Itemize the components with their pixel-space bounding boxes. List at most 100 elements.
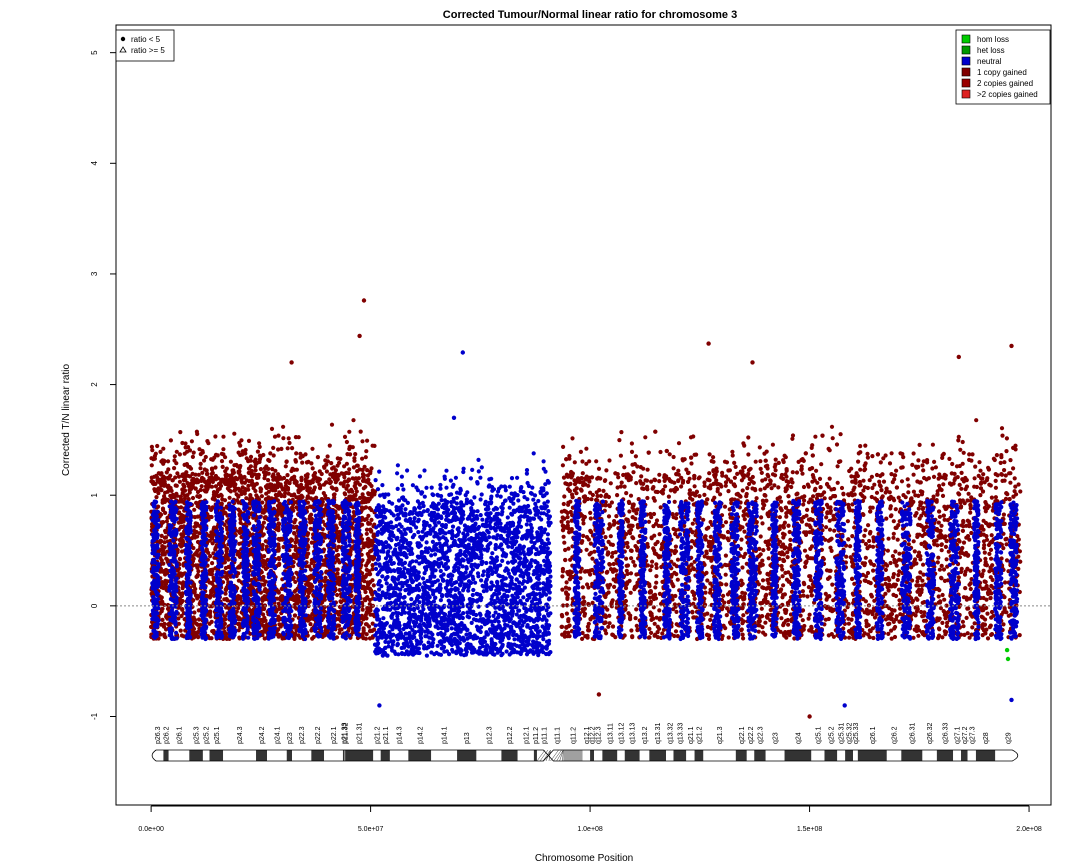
- data-point: [334, 475, 339, 480]
- data-point: [360, 456, 365, 461]
- data-point: [373, 623, 378, 628]
- data-point: [412, 506, 417, 511]
- data-point: [352, 458, 357, 463]
- data-point: [283, 464, 288, 469]
- data-point: [188, 466, 194, 471]
- data-point: [439, 494, 444, 499]
- data-point: [195, 494, 200, 499]
- data-point: [282, 486, 287, 492]
- data-point: [478, 541, 483, 546]
- data-point: [402, 594, 407, 600]
- data-point: [213, 465, 218, 470]
- data-point: [277, 557, 282, 562]
- data-point: [338, 456, 343, 461]
- data-point: [185, 449, 190, 454]
- data-point: [380, 574, 385, 579]
- data-point: [390, 576, 396, 581]
- data-point: [422, 494, 427, 499]
- data-point: [403, 538, 409, 543]
- data-point: [311, 473, 316, 478]
- data-point: [292, 530, 297, 536]
- data-point: [335, 463, 340, 468]
- data-point: [370, 443, 375, 448]
- data-point: [361, 495, 366, 500]
- x-axis-label: Chromosome Position: [535, 853, 633, 864]
- data-point: [231, 468, 236, 473]
- data-point: [374, 525, 379, 530]
- data-point: [263, 497, 268, 502]
- data-point: [424, 485, 429, 490]
- data-point: [194, 551, 199, 556]
- data-point: [291, 552, 296, 557]
- data-point: [232, 431, 237, 436]
- data-point: [166, 476, 171, 481]
- data-point: [334, 548, 339, 553]
- data-point: [497, 574, 502, 579]
- data-point: [298, 451, 303, 456]
- data-point: [182, 475, 187, 480]
- data-point: [534, 505, 539, 510]
- data-point: [545, 532, 551, 537]
- data-point: [238, 443, 243, 448]
- data-point: [261, 508, 266, 513]
- data-point: [336, 552, 341, 558]
- data-point: [350, 445, 355, 450]
- data-point: [172, 458, 177, 463]
- data-point: [195, 596, 200, 601]
- data-point: [458, 613, 463, 618]
- points-layer: [149, 298, 1023, 719]
- data-point: [463, 493, 468, 498]
- data-point: [422, 580, 427, 586]
- data-point: [475, 598, 480, 603]
- data-point: [307, 581, 312, 587]
- data-point: [330, 466, 335, 471]
- data-point: [163, 510, 168, 515]
- data-point: [408, 560, 413, 565]
- data-point: [466, 574, 471, 579]
- data-point: [432, 574, 437, 579]
- data-point: [178, 494, 183, 500]
- data-point: [507, 484, 512, 489]
- data-point: [242, 474, 247, 480]
- data-point: [323, 575, 328, 580]
- data-point: [401, 487, 406, 492]
- data-point: [266, 466, 271, 471]
- data-point: [260, 629, 266, 634]
- data-point: [261, 612, 266, 617]
- data-point: [390, 501, 395, 506]
- data-point: [256, 472, 261, 478]
- data-point: [269, 426, 275, 431]
- data-point: [160, 498, 165, 503]
- data-point: [365, 580, 370, 585]
- data-point: [237, 541, 242, 546]
- data-point: [268, 451, 273, 456]
- data-point: [275, 485, 280, 490]
- data-point: [447, 530, 452, 535]
- data-point: [505, 515, 510, 520]
- data-point: [344, 461, 349, 466]
- data-point: [258, 455, 263, 460]
- data-point: [503, 498, 508, 503]
- data-point: [209, 590, 214, 596]
- data-point: [237, 565, 242, 570]
- data-point: [191, 450, 196, 455]
- data-point: [219, 459, 225, 464]
- data-point: [179, 535, 184, 540]
- data-point: [523, 648, 528, 653]
- data-point: [161, 561, 166, 566]
- data-point: [310, 616, 315, 621]
- data-point: [364, 516, 369, 522]
- data-point: [529, 539, 534, 544]
- data-point: [251, 603, 256, 608]
- data-point: [327, 443, 332, 448]
- data-point: [507, 652, 512, 657]
- data-point: [433, 552, 438, 557]
- data-point: [192, 507, 197, 512]
- data-point: [194, 429, 199, 434]
- data-point: [334, 487, 339, 493]
- data-point: [237, 475, 243, 480]
- data-point: [248, 493, 253, 498]
- data-point: [248, 464, 253, 469]
- data-point: [207, 475, 212, 480]
- data-point: [222, 498, 228, 503]
